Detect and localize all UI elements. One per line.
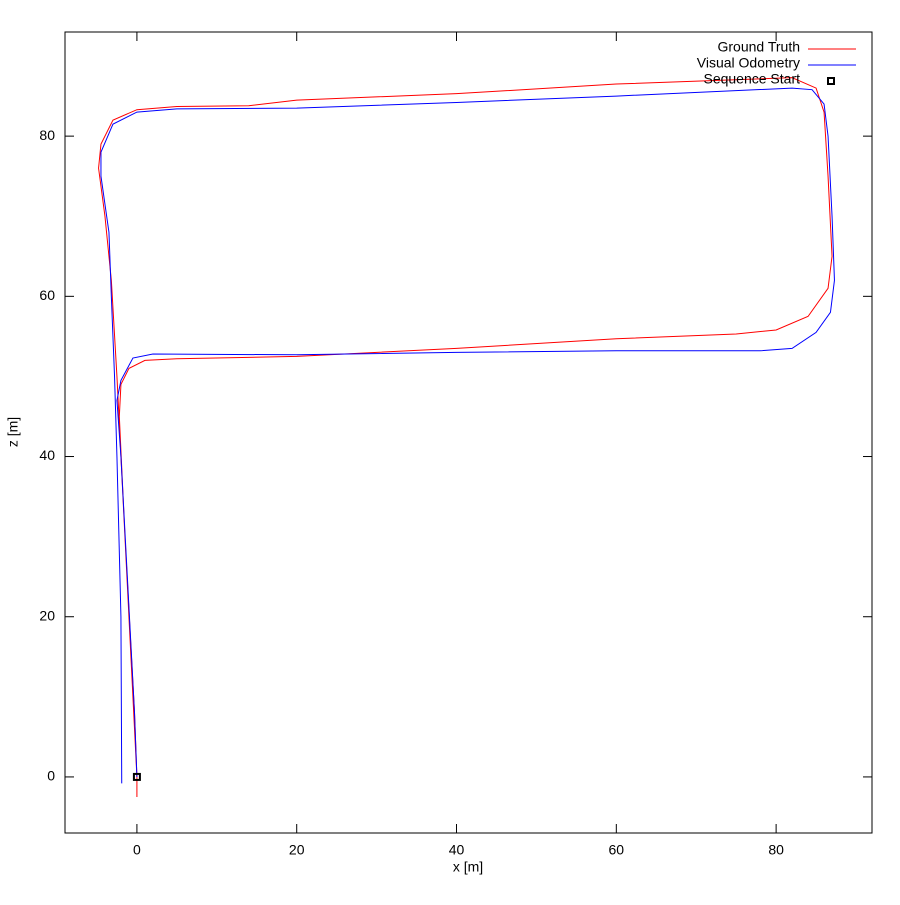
start-marker xyxy=(132,772,141,781)
legend-label: Visual Odometry xyxy=(697,55,800,71)
x-tick-label: 0 xyxy=(133,842,141,858)
y-tick-label: 60 xyxy=(39,287,55,303)
y-tick-label: 80 xyxy=(39,127,55,143)
x-tick-label: 60 xyxy=(609,842,625,858)
y-tick-label: 20 xyxy=(39,607,55,623)
x-axis-label: x [m] xyxy=(453,859,483,875)
trajectory-line xyxy=(100,87,835,784)
legend-label: Ground Truth xyxy=(718,39,801,55)
legend-label: Sequence Start xyxy=(703,71,800,87)
x-tick-label: 20 xyxy=(289,842,305,858)
y-tick-label: 0 xyxy=(47,768,55,784)
trajectory-line xyxy=(98,77,833,797)
plot-frame xyxy=(64,31,873,834)
y-tick-label: 40 xyxy=(39,447,55,463)
x-tick-label: 80 xyxy=(768,842,784,858)
legend-marker xyxy=(827,77,835,85)
y-axis-label: z [m] xyxy=(5,417,21,447)
x-tick-label: 40 xyxy=(449,842,465,858)
